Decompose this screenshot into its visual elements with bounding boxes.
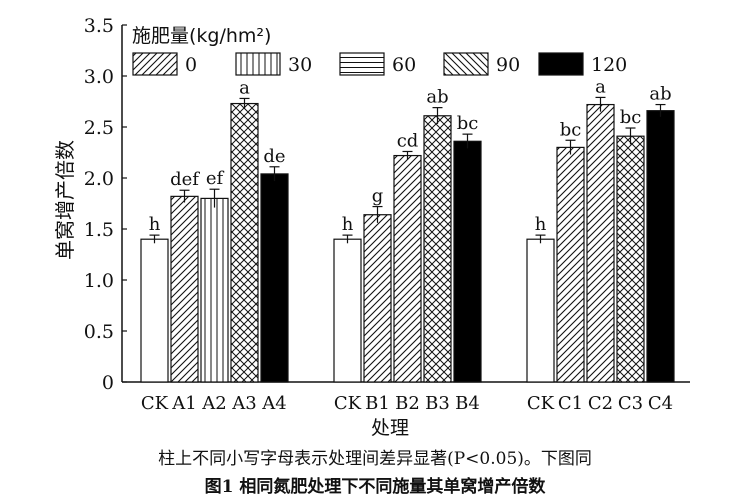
significance-letter: ab xyxy=(649,84,671,105)
legend-swatch xyxy=(132,52,178,76)
legend-label: 90 xyxy=(496,54,520,76)
significance-letter: g xyxy=(372,186,384,207)
significance-letter: bc xyxy=(457,113,479,134)
significance-letter: h xyxy=(149,214,161,235)
bar xyxy=(393,154,422,383)
bar xyxy=(363,214,392,383)
significance-letter: def xyxy=(170,169,200,190)
y-tick-label: 1.0 xyxy=(84,270,114,292)
bar xyxy=(646,110,675,383)
bar xyxy=(453,140,482,383)
significance-letter: ab xyxy=(426,87,448,108)
figure-note: 柱上不同小写字母表示处理间差异显著(P<0.05)。下图同 xyxy=(158,449,592,469)
y-tick-label: 0.5 xyxy=(84,321,114,343)
x-tick-label: C1 xyxy=(558,393,583,414)
x-tick-label: CK xyxy=(334,393,362,414)
x-tick-label: CK xyxy=(527,393,555,414)
legend-title: 施肥量(kg/hm²) xyxy=(132,25,271,47)
significance-letter: h xyxy=(535,214,547,235)
legend-swatch xyxy=(443,52,489,76)
significance-letter: bc xyxy=(560,119,582,140)
bar xyxy=(333,238,362,383)
significance-letter: h xyxy=(342,214,354,235)
x-tick-label: CK xyxy=(141,393,169,414)
y-tick-label: 3.5 xyxy=(84,15,114,37)
legend-swatch xyxy=(538,52,584,76)
x-axis-label: 处理 xyxy=(371,417,409,439)
bar xyxy=(556,146,585,383)
y-tick-label: 2.0 xyxy=(84,168,114,190)
y-tick-label: 3.0 xyxy=(84,66,114,88)
x-tick-label: A1 xyxy=(171,393,196,414)
legend-label: 60 xyxy=(392,54,416,76)
bar xyxy=(140,238,169,383)
significance-letter: a xyxy=(239,77,250,98)
y-axis-label: 单窝增产倍数 xyxy=(53,140,77,260)
significance-letter: bc xyxy=(620,107,642,128)
y-tick-label: 0 xyxy=(102,372,114,394)
bar xyxy=(260,173,289,383)
x-tick-label: A3 xyxy=(231,393,256,414)
legend-swatch xyxy=(339,52,385,76)
x-tick-label: A2 xyxy=(201,393,226,414)
significance-letter: de xyxy=(263,146,285,167)
legend-label: 120 xyxy=(591,54,627,76)
bar xyxy=(586,103,615,383)
x-tick-label: B1 xyxy=(365,393,390,414)
x-tick-label: A4 xyxy=(261,393,286,414)
y-tick-label: 2.5 xyxy=(84,117,114,139)
bar xyxy=(230,102,259,383)
figure-caption: 图1 相同氮肥处理下不同施量其单窝增产倍数 xyxy=(204,477,546,497)
x-tick-label: C4 xyxy=(648,393,673,414)
significance-letter: a xyxy=(595,76,606,97)
x-tick-label: B3 xyxy=(425,393,450,414)
significance-letter: cd xyxy=(397,130,419,151)
bar xyxy=(170,195,199,383)
bar xyxy=(526,238,555,383)
bar xyxy=(616,135,645,383)
x-tick-label: C2 xyxy=(588,393,613,414)
legend-label: 0 xyxy=(185,54,197,76)
bar xyxy=(200,197,229,383)
legend-label: 30 xyxy=(288,54,312,76)
significance-letter: ef xyxy=(206,168,225,189)
bar xyxy=(423,115,452,383)
x-tick-label: B4 xyxy=(455,393,480,414)
y-tick-label: 1.5 xyxy=(84,219,114,241)
x-tick-label: C3 xyxy=(618,393,643,414)
x-tick-label: B2 xyxy=(395,393,420,414)
legend-swatch xyxy=(235,52,281,76)
